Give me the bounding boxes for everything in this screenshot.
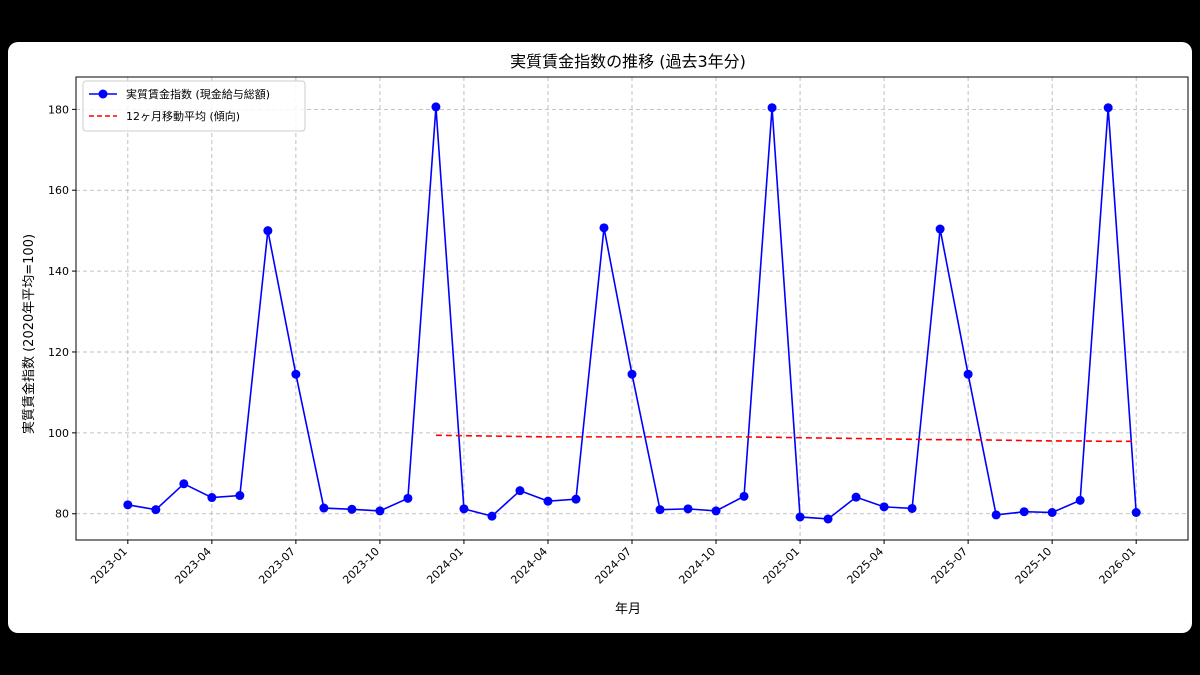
x-tick-label: 2024-10 [676,545,718,587]
x-tick-label: 2025-04 [845,545,887,587]
wage-index-point [627,369,637,379]
x-tick-label: 2024-07 [592,545,634,587]
legend-label-moving-average: 12ヶ月移動平均 (傾向) [126,109,240,123]
wage-index-point [487,511,497,521]
chart-title: 実質賃金指数の推移 (過去3年分) [510,52,746,71]
wage-index-point [823,514,833,524]
wage-index-point [711,506,721,516]
legend-label-wage: 実質賃金指数 (現金給与総額) [126,87,270,101]
wage-index-point [263,226,273,236]
wage-index-point [767,103,777,113]
wage-index-point [991,510,1001,520]
x-tick-label: 2023-01 [88,545,130,587]
wage-index-point [431,102,441,112]
wage-index-point [403,493,413,503]
wage-index-point [347,504,357,514]
y-tick-label: 160 [48,184,69,197]
x-tick-label: 2023-07 [256,545,298,587]
chart-card: 実質賃金指数の推移 (過去3年分) 80 100 120 140 160 180 2023-… [8,42,1192,633]
wage-index-point [543,496,553,506]
wage-index-point [319,503,329,513]
x-tick-label: 2023-04 [172,545,214,587]
x-tick-label: 2023-10 [340,545,382,587]
y-tick-label: 140 [48,265,69,278]
y-tick-label: 100 [48,427,69,440]
x-tick-label: 2024-01 [424,545,466,587]
x-tick-label: 2025-01 [760,545,802,587]
wage-index-point [1075,495,1085,505]
plot-frame [75,76,1189,541]
wage-index-point [207,493,217,503]
wage-index-point [179,479,189,489]
wage-index-point [1131,508,1141,518]
wage-index-point [151,505,161,515]
wage-index-point [963,369,973,379]
y-tick-label: 180 [48,103,69,116]
wage-index-point [235,491,245,501]
wage-index-point [291,369,301,379]
wage-index-point [683,504,693,514]
x-axis-label: 年月 [615,602,641,617]
legend: 実質賃金指数 (現金給与総額) 12ヶ月移動平均 (傾向) [82,80,306,132]
wage-index-point [123,500,133,510]
wage-index-point [655,505,665,515]
wage-index-point [1103,103,1113,113]
wage-index-point [907,503,917,513]
series-layer [123,102,1141,524]
legend-marker-wage [98,89,108,99]
x-tick-label: 2025-10 [1013,545,1055,587]
y-axis-label: 実質賃金指数 (2020年平均=100) [21,234,37,434]
wage-index-point [599,223,609,233]
x-tick-label: 2025-07 [929,545,971,587]
wage-index-point [935,224,945,234]
x-tick-label: 2026-01 [1097,545,1139,587]
wage-index-point [515,486,525,496]
wage-index-point [375,506,385,516]
y-tick-label: 120 [48,346,69,359]
wage-index-point [739,491,749,501]
axes [72,76,1189,544]
x-tick-label: 2024-04 [508,545,550,587]
wage-index-point [879,502,889,512]
wage-index-point [459,504,469,514]
line-chart: 実質賃金指数の推移 (過去3年分) 80 100 120 140 160 180 2023-… [21,52,1189,617]
y-tick-label: 80 [55,508,69,521]
wage-index-point [571,494,581,504]
wage-index-point [851,492,861,502]
moving-average-line [435,434,1137,443]
wage-index-point [1047,508,1057,518]
legend-box [82,80,306,132]
wage-index-point [1019,507,1029,517]
wage-index-point [795,512,805,522]
